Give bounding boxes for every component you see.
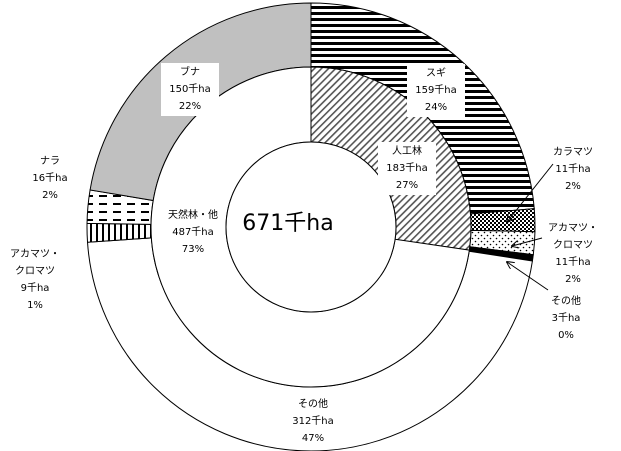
label-background-inner-1 [164,206,222,259]
leader-lines [507,163,554,291]
data-label-outer-0-line-0: スギ [426,67,446,79]
data-label-outer-5-line-1: クロマツ [15,265,55,277]
leader-akamatsu-right [512,237,543,246]
data-label-outer-2-line-3: 2% [565,274,581,285]
data-label-inner-1-line-0: 天然林・他 [168,208,218,221]
data-label-inner-0-line-2: 27% [396,180,418,191]
data-label-outer-6-line-1: 16千ha [32,172,67,184]
data-label-outer-4-line-2: 47% [302,433,324,444]
data-label-outer-2-line-1: クロマツ [553,239,593,251]
donut-hole [225,141,397,313]
data-label-outer-6-line-0: ナラ [40,155,60,167]
data-label-inner-0-line-1: 183千ha [386,162,428,174]
data-label-outer-2-line-0: アカマツ・ [548,222,598,234]
data-label-outer-1-line-2: 2% [565,181,581,192]
leader-karamatsu [507,163,554,222]
data-label-outer-7-line-1: 150千ha [169,83,211,95]
data-label-outer-2-line-2: 11千ha [555,256,590,268]
slice-labels: 人工林 183千ha 27% 天然林・他 487千ha 73% スギ 159千ha 24% カラマ… [10,63,598,444]
data-label-outer-3-line-2: 0% [558,330,574,341]
data-label-outer-0-line-2: 24% [425,102,447,113]
data-label-outer-4-line-0: その他 [298,397,328,410]
center-total-label: 671千ha [242,211,333,236]
data-label-outer-5-line-3: 1% [27,300,43,311]
data-label-outer-3-line-1: 3千ha [552,312,581,324]
data-label-inner-1-line-2: 73% [182,244,204,255]
label-background-inner-0 [378,142,436,195]
leader-sonota-small [507,262,549,291]
data-label-inner-1-line-1: 487千ha [172,226,214,238]
label-background-outer-0 [407,64,465,117]
data-label-outer-1-line-1: 11千ha [555,163,590,175]
data-label-inner-0-line-0: 人工林 [392,144,422,157]
data-label-outer-7-line-2: 22% [179,101,201,112]
data-label-outer-7-line-0: ブナ [180,65,200,78]
data-label-outer-5-line-2: 9千ha [21,282,50,294]
data-label-outer-3-line-0: その他 [551,294,581,307]
data-label-outer-4-line-1: 312千ha [292,415,334,427]
data-label-outer-6-line-2: 2% [42,190,58,201]
data-label-outer-5-line-0: アカマツ・ [10,248,60,260]
data-label-outer-1-line-0: カラマツ [553,146,593,158]
label-background-outer-7 [161,63,219,116]
data-label-outer-0-line-1: 159千ha [415,84,457,96]
